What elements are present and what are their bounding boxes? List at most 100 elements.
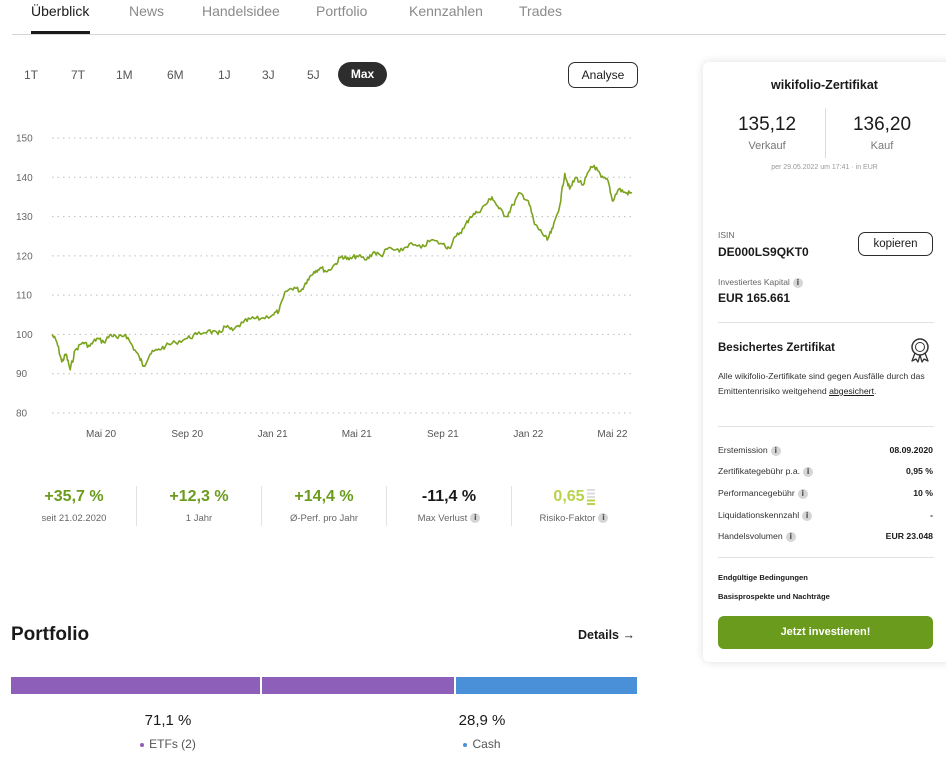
stat-avg-per-year: +14,4 % Ø-Perf. pro Jahr <box>262 488 386 524</box>
y-tick-label: 80 <box>16 409 28 420</box>
allocation-bar-cash[interactable] <box>456 677 637 694</box>
y-tick-label: 100 <box>16 330 33 341</box>
chart-x-axis: Mai 20 Sep 20 Jan 21 Mai 21 Sep 21 Jan 22 Mai … <box>86 429 628 440</box>
x-tick-label: Mai 20 <box>86 429 116 440</box>
stat-since-start: +35,7 % seit 21.02.2020 <box>12 488 136 524</box>
capital-value: EUR 165.661 <box>718 291 791 305</box>
performance-chart: 80 90 100 110 120 130 140 150 Mai 20 Sep 20 Jan 2… <box>16 134 633 440</box>
x-tick-label: Mai 22 <box>597 429 627 440</box>
price-divider <box>825 108 826 158</box>
tab-handelsidee[interactable]: Handelsidee <box>202 3 280 19</box>
capital-label: Investiertes Kapital <box>718 277 790 287</box>
analyse-button[interactable]: Analyse <box>568 62 638 88</box>
allocation-etfs-label-row: ETFs (2) <box>118 737 218 751</box>
tab-news[interactable]: News <box>129 3 165 19</box>
allocation-etfs-pct: 71,1 % <box>144 712 192 729</box>
stat-one-year: +12,3 % 1 Jahr <box>137 488 261 524</box>
portfolio-details-link[interactable]: Details → <box>578 628 635 642</box>
y-tick-label: 90 <box>16 369 28 380</box>
info-icon[interactable]: i <box>785 531 796 542</box>
range-1j[interactable]: 1J <box>218 68 231 82</box>
detail-key: Liquidationskennzahl <box>718 510 800 520</box>
range-1m[interactable]: 1M <box>116 68 133 82</box>
range-3j[interactable]: 3J <box>262 68 275 82</box>
certificate-card: wikifolio-Zertifikat 135,12 Verkauf 136,… <box>703 62 946 662</box>
capital-label-row: Investiertes Kapital i <box>718 277 803 288</box>
secured-title: Besichertes Zertifikat <box>718 342 835 354</box>
portfolio-title: Portfolio <box>11 624 90 645</box>
y-tick-label: 120 <box>16 251 33 262</box>
stat-risk-factor: 0,65 Risiko-Faktor i <box>512 488 636 524</box>
x-tick-label: Jan 21 <box>258 429 288 440</box>
detail-key: Erstemission <box>718 445 768 455</box>
info-icon[interactable]: i <box>802 510 813 521</box>
badge-icon <box>911 338 929 363</box>
stat-value: +35,7 % <box>44 488 104 505</box>
stat-divider <box>386 486 387 526</box>
detail-key-row: Handelsvolumen i <box>718 531 796 542</box>
y-tick-label: 110 <box>16 291 32 302</box>
info-icon[interactable]: i <box>598 513 609 524</box>
stat-label: Ø-Perf. pro Jahr <box>289 513 359 524</box>
info-icon[interactable]: i <box>770 445 781 456</box>
detail-value: 0,95 % <box>905 466 933 476</box>
range-7t[interactable]: 7T <box>71 68 86 82</box>
allocation-cash-label-row: Cash <box>432 737 532 751</box>
stat-label-row: Max Verlust i <box>387 513 511 524</box>
secured-end: . <box>874 386 877 396</box>
allocation-bar-etfs-2[interactable] <box>262 677 454 694</box>
info-icon[interactable]: i <box>792 277 803 288</box>
stat-divider <box>261 486 262 526</box>
info-icon[interactable]: i <box>797 488 808 499</box>
card-divider <box>718 322 934 323</box>
sell-price: 135,12 <box>737 114 797 135</box>
invest-button[interactable]: Jetzt investieren! <box>718 616 933 649</box>
buy-label: Kauf <box>870 140 894 152</box>
final-terms-link[interactable]: Endgültige Bedingungen <box>718 573 808 582</box>
isin-value: DE000LS9QKT0 <box>718 245 809 259</box>
legend-dot-cash <box>463 742 468 747</box>
prospectus-link[interactable]: Basisprospekte und Nachträge <box>718 592 830 601</box>
detail-key-row: Performancegebühr i <box>718 488 808 499</box>
risk-value-row: 0,65 <box>512 488 636 506</box>
tab-ueberblick[interactable]: Überblick <box>31 3 90 19</box>
active-tab-underline <box>31 31 90 34</box>
range-1t[interactable]: 1T <box>24 68 39 82</box>
price-timestamp: per 29.05.2022 um 17:41 · in EUR <box>771 164 878 171</box>
tab-portfolio[interactable]: Portfolio <box>316 3 368 19</box>
detail-value: EUR 23.048 <box>885 531 933 541</box>
performance-line <box>51 164 633 371</box>
stat-label: Risiko-Faktor <box>539 513 596 524</box>
detail-key: Handelsvolumen <box>718 531 783 541</box>
stat-max-loss: -11,4 % Max Verlust i <box>387 488 511 524</box>
copy-isin-button[interactable]: kopieren <box>858 232 933 256</box>
allocation-bar-etfs-1[interactable] <box>11 677 260 694</box>
detail-value: 10 % <box>913 488 933 498</box>
secured-description: Alle wikifolio-Zertifikate sind gegen Au… <box>718 371 925 396</box>
allocation-cash-pct: 28,9 % <box>458 712 506 729</box>
tab-trades[interactable]: Trades <box>519 3 563 19</box>
card-divider <box>718 557 934 558</box>
chart-grid <box>52 137 632 414</box>
range-6m[interactable]: 6M <box>167 68 184 82</box>
sell-label: Verkauf <box>748 140 786 152</box>
info-icon[interactable]: i <box>470 513 481 524</box>
secured-text: Alle wikifolio-Zertifikate sind gegen Au… <box>718 369 933 399</box>
stat-value: +12,3 % <box>169 488 229 505</box>
detail-key: Performancegebühr <box>718 488 795 498</box>
risk-level-icon <box>586 488 595 505</box>
stat-value: +14,4 % <box>294 488 354 505</box>
allocation-cash-label: Cash <box>472 737 501 751</box>
info-icon[interactable]: i <box>803 466 814 477</box>
secured-link[interactable]: abgesichert <box>829 386 874 396</box>
buy-price: 136,20 <box>852 114 912 135</box>
tab-bar: Überblick News Handelsidee Portfolio Ken… <box>12 0 946 35</box>
x-tick-label: Jan 22 <box>513 429 543 440</box>
stat-divider <box>136 486 137 526</box>
range-max[interactable]: Max <box>338 62 387 87</box>
stat-label: seit 21.02.2020 <box>41 513 107 524</box>
range-5j[interactable]: 5J <box>307 68 320 82</box>
tab-kennzahlen[interactable]: Kennzahlen <box>409 3 483 19</box>
card-title: wikifolio-Zertifikat <box>771 78 878 92</box>
stat-value: -11,4 % <box>421 488 477 505</box>
